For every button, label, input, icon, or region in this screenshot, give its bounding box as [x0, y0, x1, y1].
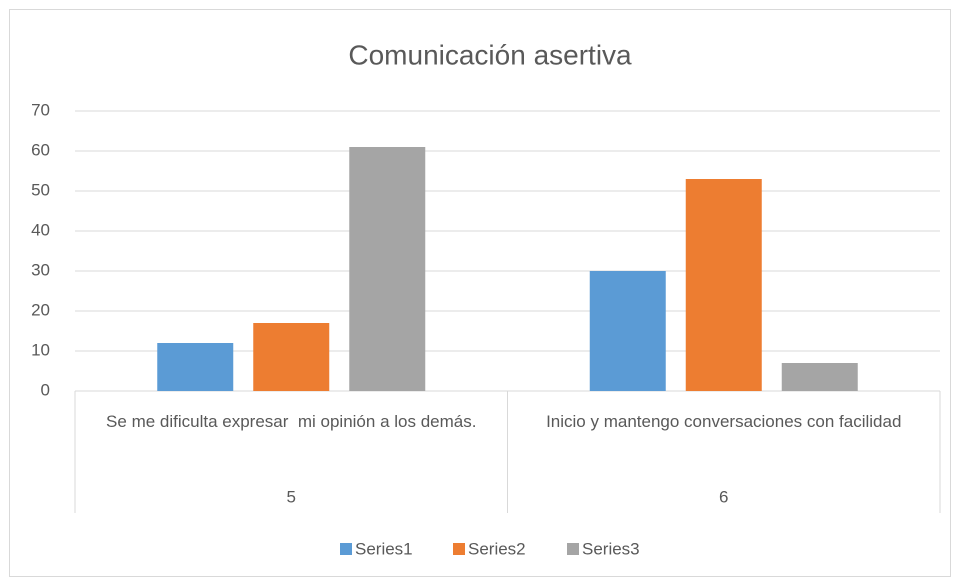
y-tick-label: 50	[31, 180, 50, 199]
x-group-label: 6	[719, 487, 728, 506]
x-tick-label: Inicio y mantengo conversaciones con fac…	[546, 412, 902, 431]
legend-swatch	[340, 543, 352, 555]
x-tick-label: Se me dificulta expresar mi opinión a lo…	[106, 412, 477, 431]
bar	[589, 271, 666, 391]
y-tick-label: 20	[31, 300, 50, 319]
y-tick-label: 40	[31, 220, 50, 239]
y-tick-label: 30	[31, 260, 50, 279]
legend-swatch	[453, 543, 465, 555]
bar	[781, 363, 858, 391]
legend-swatch	[567, 543, 579, 555]
bar	[157, 343, 234, 391]
legend-label: Series1	[355, 539, 413, 558]
y-tick-label: 60	[31, 140, 50, 159]
bar	[253, 323, 330, 391]
legend-label: Series3	[582, 539, 640, 558]
y-tick-label: 10	[31, 340, 50, 359]
legend-label: Series2	[468, 539, 526, 558]
y-tick-label: 70	[31, 100, 50, 119]
bar	[349, 147, 426, 391]
chart-title: Comunicación asertiva	[348, 39, 632, 70]
x-group-label: 5	[287, 487, 296, 506]
bar	[685, 179, 762, 391]
chart-border	[9, 9, 951, 577]
y-tick-label: 0	[41, 380, 50, 399]
